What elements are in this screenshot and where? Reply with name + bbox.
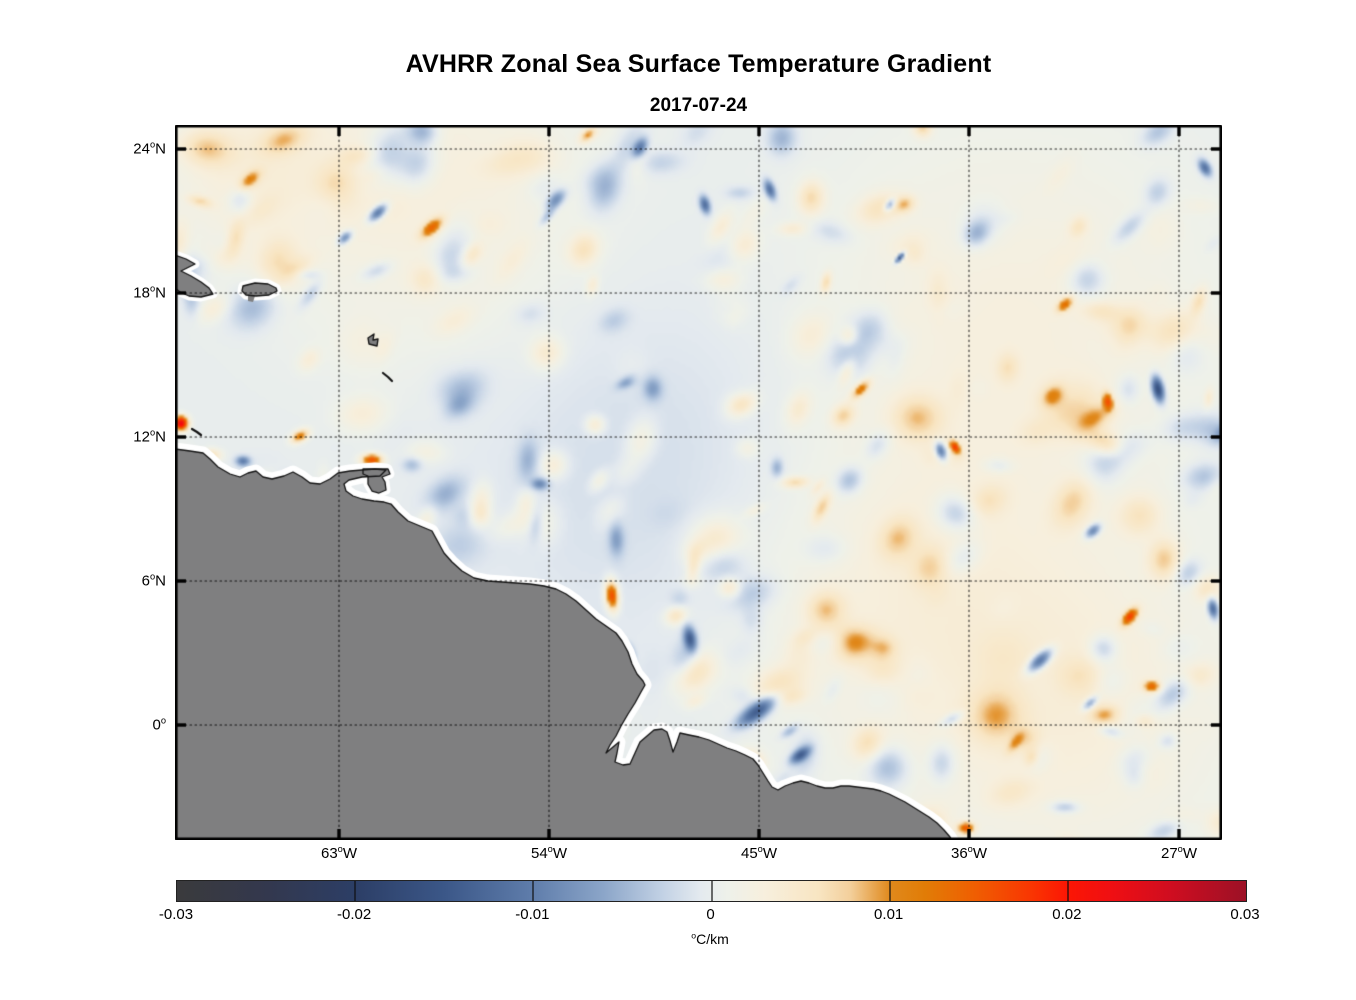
colorbar-tick-label: -0.02 bbox=[337, 906, 372, 923]
x-tick-label: 27oW bbox=[1160, 844, 1198, 862]
colorbar-tick bbox=[354, 881, 357, 901]
colorbar-tick bbox=[1066, 881, 1069, 901]
colorbar-tick-label: 0.03 bbox=[1230, 906, 1260, 923]
x-tick-label: 36oW bbox=[950, 844, 988, 862]
x-tick-label: 45oW bbox=[740, 844, 778, 862]
y-tick-label: 18oN bbox=[133, 283, 166, 302]
y-tick-label: 12oN bbox=[133, 427, 166, 446]
colorbar-tick-label: -0.01 bbox=[515, 906, 550, 923]
colorbar-tick bbox=[532, 881, 535, 901]
chart-title: AVHRR Zonal Sea Surface Temperature Grad… bbox=[405, 50, 992, 78]
x-tick-label: 63oW bbox=[320, 844, 358, 862]
colorbar-tick-label: 0 bbox=[706, 906, 715, 923]
y-tick-label: 24oN bbox=[133, 139, 166, 158]
y-tick-label: 6oN bbox=[141, 571, 166, 590]
x-tick-label: 54oW bbox=[530, 844, 568, 862]
map-canvas bbox=[175, 125, 1222, 840]
y-tick-label: 0o bbox=[152, 715, 166, 734]
colorbar-tick-label: -0.03 bbox=[158, 906, 194, 923]
colorbar-unit-label: oC/km bbox=[691, 930, 729, 947]
colorbar-tick bbox=[888, 881, 891, 901]
colorbar-tick bbox=[710, 881, 713, 901]
chart-subtitle: 2017-07-24 bbox=[649, 95, 748, 116]
colorbar-tick-label: 0.02 bbox=[1052, 906, 1082, 923]
colorbar-tick-label: 0.01 bbox=[874, 906, 904, 923]
